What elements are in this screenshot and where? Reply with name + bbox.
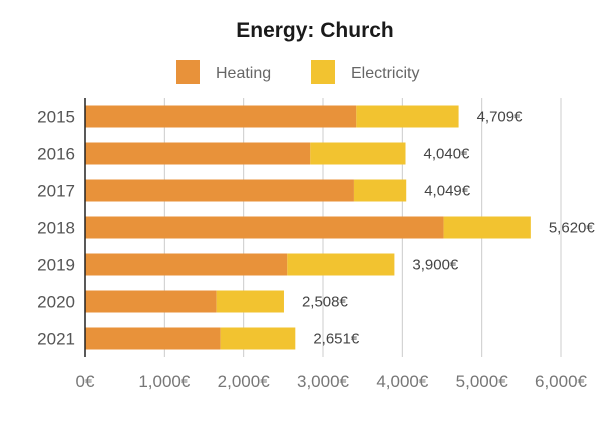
legend: Heating Electricity [176,60,419,84]
total-label-2020: 2,508€ [302,294,349,311]
total-label-2021: 2,651€ [313,331,360,348]
bar-electricity-2016 [310,142,406,165]
category-label-2018: 2018 [37,219,75,238]
bar-heating-2021 [85,327,221,350]
category-label-2020: 2020 [37,293,75,312]
total-label-2017: 4,049€ [424,183,471,200]
bar-electricity-2019 [287,253,395,276]
x-tick-label: 3,000€ [297,372,350,391]
category-label-2016: 2016 [37,145,75,164]
legend-label-heating: Heating [216,65,271,82]
total-label-2015: 4,709€ [477,109,524,126]
bar-electricity-2018 [443,216,531,239]
bar-electricity-2015 [356,105,459,128]
bar-heating-2018 [85,216,444,239]
x-tick-label: 0€ [76,372,95,391]
x-tick-label: 6,000€ [535,372,588,391]
legend-label-electricity: Electricity [351,65,419,82]
category-label-2019: 2019 [37,256,75,275]
bar-heating-2019 [85,253,288,276]
x-tick-label: 1,000€ [138,372,191,391]
x-tick-label: 4,000€ [376,372,429,391]
bar-electricity-2017 [353,179,407,202]
total-label-2018: 5,620€ [549,220,596,237]
bar-heating-2016 [85,142,311,165]
bar-heating-2017 [85,179,354,202]
legend-swatch-heating [176,60,200,84]
x-tick-label: 2,000€ [218,372,271,391]
bar-electricity-2020 [216,290,284,313]
chart-title: Energy: Church [236,19,394,42]
total-label-2019: 3,900€ [412,257,459,274]
x-tick-labels: 0€ 1,000€ 2,000€ 3,000€ 4,000€ 5,000€ 6,000€ [76,372,588,391]
x-tick-label: 5,000€ [456,372,509,391]
total-label-2016: 4,040€ [424,146,471,163]
bar-heating-2020 [85,290,217,313]
category-label-2021: 2021 [37,330,75,349]
category-label-2017: 2017 [37,182,75,201]
total-labels: 4,709€ 4,040€ 4,049€ 5,620€ 3,900€ 2,508€ 2,65… [302,109,595,348]
bars [85,105,531,350]
bar-electricity-2021 [220,327,296,350]
category-label-2015: 2015 [37,108,75,127]
bar-heating-2015 [85,105,357,128]
category-labels: 2015 2016 2017 2018 2019 2020 2021 [37,108,75,349]
legend-swatch-electricity [311,60,335,84]
